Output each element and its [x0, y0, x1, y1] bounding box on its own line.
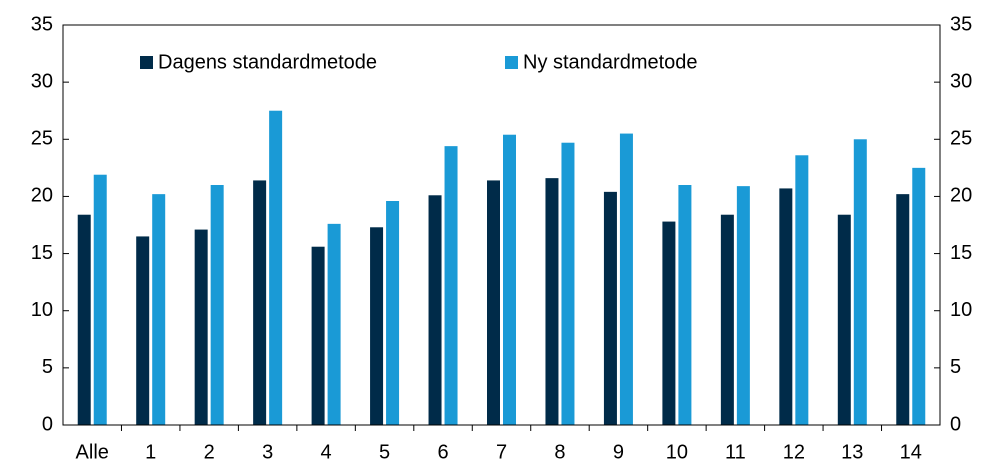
x-tick-label: 7 — [496, 441, 507, 463]
bar — [269, 110, 283, 425]
x-tick-label: 12 — [783, 441, 805, 463]
x-tick-label: Alle — [76, 441, 109, 463]
y-tick-label: 30 — [31, 70, 53, 92]
bar — [136, 236, 150, 425]
bar — [720, 214, 734, 425]
bar — [619, 133, 633, 426]
x-tick-label: 2 — [204, 441, 215, 463]
legend-label: Ny standardmetode — [523, 51, 698, 73]
legend-label: Dagens standardmetode — [158, 51, 377, 73]
x-tick-label: 4 — [321, 441, 332, 463]
x-tick-label: 11 — [725, 441, 746, 463]
bar — [662, 221, 676, 425]
bar — [327, 223, 341, 425]
y2-tick-label: 25 — [950, 128, 972, 150]
x-tick-label: 13 — [841, 441, 863, 463]
y-tick-label: 15 — [31, 242, 53, 264]
bar — [837, 214, 851, 425]
bar — [795, 155, 809, 426]
bar — [77, 214, 91, 425]
y-tick-label: 10 — [31, 299, 53, 321]
bar — [210, 185, 224, 425]
bar — [194, 229, 208, 425]
bar — [678, 185, 692, 425]
y-tick-label: 35 — [31, 13, 53, 35]
y-tick-label: 20 — [31, 185, 53, 207]
bar — [503, 134, 516, 425]
y2-tick-label: 5 — [950, 356, 961, 378]
x-tick-label: 1 — [145, 441, 156, 463]
x-tick-label: 6 — [437, 441, 448, 463]
legend-swatch — [505, 56, 518, 69]
bar — [545, 178, 559, 425]
legend-swatch — [140, 56, 153, 69]
x-tick-label: 5 — [379, 441, 390, 463]
plot-frame — [62, 24, 941, 426]
bar — [736, 186, 750, 425]
bar — [603, 191, 617, 425]
y2-tick-label: 0 — [950, 413, 961, 435]
bar — [896, 194, 910, 425]
bar — [853, 139, 867, 426]
x-tick-label: 14 — [900, 441, 922, 463]
y2-tick-label: 20 — [950, 185, 972, 207]
bar — [93, 174, 107, 425]
x-tick-label: 9 — [613, 441, 624, 463]
x-tick-label: 8 — [554, 441, 565, 463]
y2-tick-label: 15 — [950, 242, 972, 264]
y2-tick-label: 10 — [950, 299, 972, 321]
x-tick-label: 3 — [262, 441, 273, 463]
bar — [253, 180, 267, 425]
x-tick-label: 10 — [666, 441, 688, 463]
y-tick-label: 5 — [42, 356, 53, 378]
y2-tick-label: 30 — [950, 70, 972, 92]
y2-tick-label: 35 — [950, 13, 972, 35]
bar — [444, 146, 458, 425]
bar — [912, 167, 926, 425]
y-tick-label: 25 — [31, 128, 53, 150]
bar — [370, 227, 384, 425]
y-tick-label: 0 — [42, 413, 53, 435]
bar — [386, 201, 400, 425]
bar — [311, 246, 325, 425]
bar — [779, 188, 793, 425]
bar — [152, 194, 166, 425]
bar — [561, 142, 575, 425]
bar — [428, 195, 442, 425]
bar — [487, 180, 500, 425]
